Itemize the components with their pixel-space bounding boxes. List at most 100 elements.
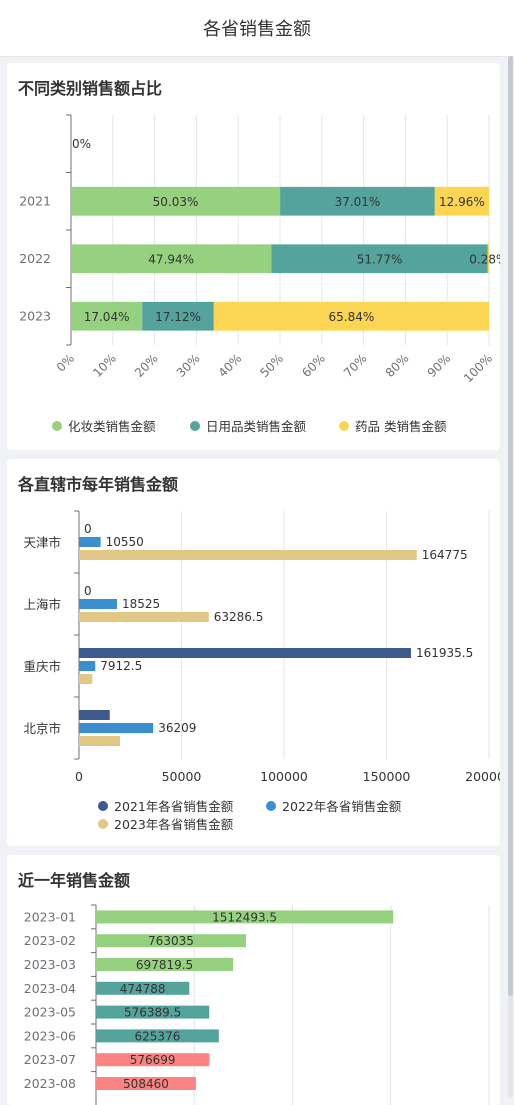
bar-segment [71, 244, 272, 274]
data-label: 0 [84, 584, 92, 598]
data-label: 161935.5 [416, 646, 473, 660]
page-header: 各省销售金额 [0, 0, 514, 57]
bar [96, 1029, 219, 1043]
x-tick-label: 0% [54, 351, 77, 374]
cities-chart: 0 50000 100000 150000 200000 天津市 0 10550 164775 上… [23, 510, 500, 784]
y-tick-label: 2022 [19, 251, 51, 266]
bar [96, 958, 234, 971]
x-tick-label: 0 [75, 769, 83, 784]
bar-segment [487, 244, 489, 274]
data-label: 508460 [123, 1077, 169, 1091]
cities-legend-item-2[interactable]: 2023年各省销售金额 [98, 814, 233, 833]
bar-segment [434, 186, 489, 216]
recent-chart-title: 近一年销售金额 [18, 871, 131, 890]
bar [79, 648, 411, 658]
cities-legend-item-1[interactable]: 2022年各省销售金额 [266, 796, 401, 815]
data-label: 0 [84, 522, 92, 536]
cities-legend-item-0[interactable]: 2021年各省销售金额 [98, 796, 233, 815]
bar [96, 981, 190, 995]
empty-row-label: 0% [72, 137, 91, 151]
cities-chart-title: 各直辖市每年销售金额 [18, 475, 179, 494]
data-label: 164775 [422, 548, 468, 562]
data-label: 18525 [122, 597, 160, 611]
bar-segment [271, 244, 488, 274]
data-label: 763035 [148, 934, 194, 948]
data-label: 697819.5 [136, 958, 193, 972]
bar [96, 910, 394, 924]
data-label: 17.12% [155, 310, 201, 324]
x-tick-label: 30% [174, 351, 203, 380]
data-label: 0.28% [469, 252, 500, 266]
share-chart-title: 不同类别销售额占比 [18, 79, 163, 98]
legend-dot-icon [98, 800, 108, 811]
bar [79, 723, 154, 733]
bar-segment [142, 301, 214, 331]
x-tick-label: 80% [383, 351, 412, 380]
data-label: 7912.5 [100, 659, 142, 673]
bar-segment [213, 301, 489, 331]
x-tick-label: 40% [216, 351, 245, 380]
page-title: 各省销售金额 [203, 19, 311, 40]
data-label: 17.04% [84, 310, 130, 324]
y-tick-label: 2023-08 [24, 1076, 76, 1091]
bar [79, 550, 417, 560]
x-tick-label: 20% [132, 351, 161, 380]
data-label: 474788 [120, 982, 166, 996]
data-label: 1512493.5 [212, 910, 277, 924]
x-tick-label: 10% [90, 351, 119, 380]
share-chart: 0% 10% 20% 30% 40% 50% 60% 70% 80% 90% 100% 2021 50.… [19, 114, 500, 385]
recent-chart-card: 近一年销售金额 2023-01 1512493.5 2023-02 763035 202… [7, 855, 500, 1105]
legend-dot-icon [339, 420, 349, 431]
recent-chart: 2023-01 1512493.5 2023-02 763035 2023-03 6978… [24, 904, 490, 1105]
data-label: 36209 [158, 721, 196, 735]
x-tick-label: 100000 [260, 769, 308, 784]
x-tick-label: 50000 [162, 769, 202, 784]
legend-dot-icon [98, 818, 108, 829]
legend-label: 2023年各省销售金额 [114, 817, 234, 832]
share-legend-item-2[interactable]: 药品 类销售金额 [339, 416, 446, 435]
legend-dot-icon [266, 800, 276, 811]
legend-label: 2022年各省销售金额 [282, 799, 402, 814]
data-label: 47.94% [148, 252, 194, 266]
x-tick-label: 100% [461, 351, 495, 385]
data-label: 50.03% [153, 195, 199, 209]
x-tick-label: 70% [341, 351, 370, 380]
y-tick-label: 2023-03 [24, 957, 76, 972]
legend-dot-icon [52, 420, 62, 431]
y-tick-label: 天津市 [23, 535, 61, 550]
bar [79, 674, 93, 684]
y-tick-label: 2023-05 [24, 1005, 76, 1020]
data-label: 625376 [135, 1029, 181, 1043]
y-tick-label: 2023-01 [24, 909, 76, 924]
bar [96, 1053, 210, 1067]
legend-dot-icon [190, 420, 200, 431]
x-tick-label: 60% [299, 351, 328, 380]
legend-label: 药品 类销售金额 [355, 419, 447, 434]
y-tick-label: 2021 [19, 193, 51, 208]
x-tick-label: 150000 [363, 769, 411, 784]
share-legend-item-0[interactable]: 化妆类销售金额 [52, 416, 156, 435]
x-tick-label: 200000 [465, 769, 500, 784]
bar [79, 736, 120, 746]
bar [96, 1077, 196, 1090]
y-tick-label: 北京市 [23, 721, 61, 736]
share-chart-card: 不同类别销售额占比 0% 10% 20% 30% 40% 50% 60% 70% 80% 90% 1… [7, 63, 500, 450]
legend-label: 日用品类销售金额 [206, 419, 307, 434]
bar-segment [71, 186, 281, 216]
bar [79, 661, 96, 671]
bar-segment [71, 301, 143, 331]
share-legend-item-1[interactable]: 日用品类销售金额 [190, 416, 306, 435]
page-scrollbar[interactable] [508, 56, 513, 1097]
y-tick-label: 2023 [19, 308, 51, 323]
data-label: 12.96% [439, 195, 485, 209]
y-tick-label: 重庆市 [23, 659, 61, 674]
legend-label: 2021年各省销售金额 [114, 799, 234, 814]
bar [79, 537, 101, 547]
data-label: 10550 [106, 535, 144, 549]
y-tick-label: 2023-04 [24, 981, 76, 996]
data-label: 65.84% [329, 310, 375, 324]
cities-chart-card: 各直辖市每年销售金额 050000100000150000200000天津市01… [7, 459, 500, 846]
data-label: 576699 [130, 1053, 176, 1067]
scrollbar-thumb[interactable] [508, 56, 513, 996]
legend-label: 化妆类销售金额 [68, 419, 156, 434]
